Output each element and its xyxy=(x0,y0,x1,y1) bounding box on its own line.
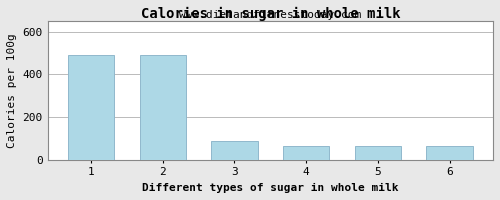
Text: www.dietandfitnesstoday.com: www.dietandfitnesstoday.com xyxy=(179,10,362,20)
Bar xyxy=(140,55,186,160)
Bar xyxy=(68,55,114,160)
Bar xyxy=(211,141,258,160)
Bar xyxy=(283,146,330,160)
Y-axis label: Calories per 100g: Calories per 100g xyxy=(7,33,17,148)
Bar xyxy=(426,146,473,160)
Bar xyxy=(354,146,401,160)
X-axis label: Different types of sugar in whole milk: Different types of sugar in whole milk xyxy=(142,183,399,193)
Title: Calories in sugar in whole milk: Calories in sugar in whole milk xyxy=(140,7,400,21)
